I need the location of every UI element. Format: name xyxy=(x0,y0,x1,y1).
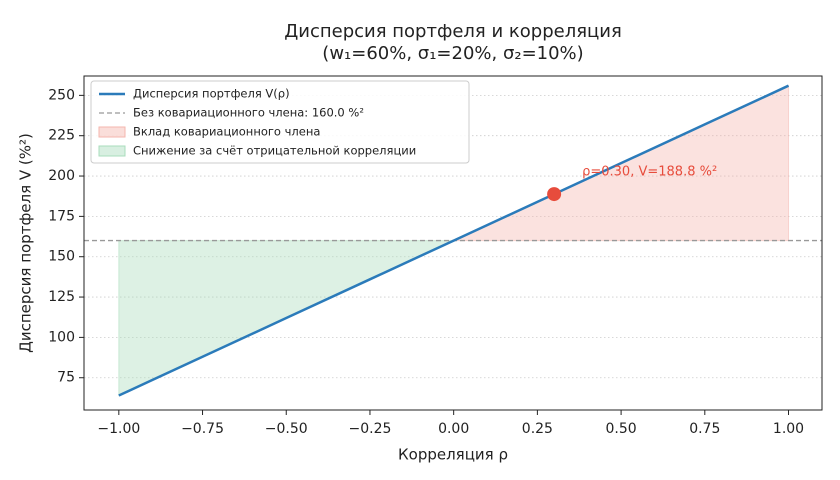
y-tick-label: 75 xyxy=(57,370,75,386)
x-tick-label: 0.00 xyxy=(438,421,469,437)
x-tick-label: −0.25 xyxy=(349,421,392,437)
highlight-point xyxy=(547,187,562,202)
legend-swatch xyxy=(98,126,126,138)
point-annotation: ρ=0.30, V=188.8 %² xyxy=(582,165,717,180)
x-axis-label: Корреляция ρ xyxy=(398,446,508,464)
y-tick-label: 200 xyxy=(48,168,75,184)
x-tick-label: −0.50 xyxy=(265,421,308,437)
x-tick-label: 0.25 xyxy=(522,421,553,437)
x-tick-label: −0.75 xyxy=(181,421,224,437)
legend-swatch xyxy=(98,145,126,157)
chart-subtitle: (w₁=60%, σ₁=20%, σ₂=10%) xyxy=(322,43,583,64)
y-tick-label: 150 xyxy=(48,249,75,265)
legend-label: Снижение за счёт отрицательной корреляци… xyxy=(133,144,416,158)
series-line xyxy=(118,84,790,397)
y-tick-label: 250 xyxy=(48,87,75,103)
x-tick-label: 1.00 xyxy=(773,421,804,437)
chart-title: Дисперсия портфеля и корреляция xyxy=(284,21,622,42)
plot-frame xyxy=(83,75,823,411)
x-tick-label: 0.50 xyxy=(606,421,637,437)
legend-box xyxy=(90,80,470,164)
legend-label: Без ковариационного члена: 160.0 %² xyxy=(133,106,364,120)
y-tick-label: 100 xyxy=(48,329,75,345)
legend-label: Вклад ковариационного члена xyxy=(133,125,320,139)
y-tick-label: 125 xyxy=(48,289,75,305)
y-tick-label: 175 xyxy=(48,208,75,224)
legend-label: Дисперсия портфеля V(ρ) xyxy=(133,87,290,101)
x-tick-label: 0.75 xyxy=(689,421,720,437)
x-tick-label: −1.00 xyxy=(97,421,140,437)
y-tick-label: 225 xyxy=(48,128,75,144)
y-axis-label: Дисперсия портфеля V (%²) xyxy=(17,133,35,353)
